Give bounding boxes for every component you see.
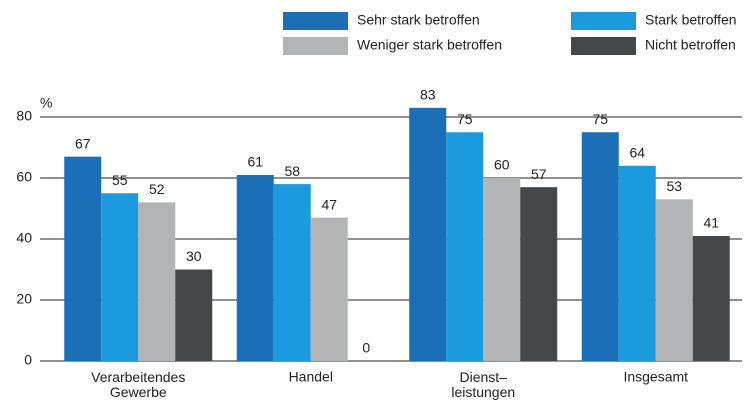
bar (483, 178, 521, 361)
x-tick-label: Verarbeitendes Gewerbe (91, 369, 185, 400)
y-axis-label: % (40, 95, 52, 111)
legend-label: Weniger stark betroffen (357, 37, 502, 53)
value-label: 57 (531, 166, 547, 182)
y-tick-label: 60 (16, 169, 32, 185)
bar (655, 199, 693, 361)
bar (138, 202, 176, 361)
legend-swatch (571, 37, 636, 55)
bar (581, 132, 619, 361)
bar (273, 184, 311, 361)
value-label: 67 (75, 135, 91, 151)
value-label: 58 (284, 163, 300, 179)
legend-label: Stark betroffen (645, 12, 737, 28)
value-label: 83 (420, 87, 436, 103)
bar (446, 132, 484, 361)
legend-swatch (283, 37, 348, 55)
y-tick-label: 40 (16, 230, 32, 246)
legend-label: Sehr stark betroffen (357, 12, 480, 28)
value-label: 61 (247, 154, 263, 170)
value-label: 52 (149, 181, 165, 197)
bar (236, 174, 274, 361)
y-tick-label: 20 (16, 291, 32, 307)
value-label: 64 (629, 145, 645, 161)
value-label: 75 (592, 111, 608, 127)
bar (64, 156, 102, 361)
value-label: 75 (457, 111, 473, 127)
value-label: 47 (321, 196, 337, 212)
bar (520, 187, 558, 361)
x-tick-label: Insgesamt (623, 369, 688, 385)
bar (175, 269, 213, 361)
legend-label: Nicht betroffen (645, 37, 736, 53)
legend-swatch (283, 12, 348, 30)
legend-swatch (571, 12, 636, 30)
y-tick-label: 0 (24, 352, 32, 368)
bar (310, 217, 348, 361)
value-label: 53 (666, 178, 682, 194)
value-label: 0 (362, 340, 370, 356)
bar (409, 107, 447, 361)
value-label: 41 (703, 215, 719, 231)
x-tick-label: Handel (289, 369, 333, 385)
y-tick-label: 80 (16, 108, 32, 124)
bar (618, 165, 656, 361)
value-label: 30 (186, 248, 202, 264)
bar (692, 235, 730, 361)
value-label: 55 (112, 172, 128, 188)
x-tick-label: Dienst– leistungen (451, 369, 515, 400)
bar (101, 193, 139, 361)
value-label: 60 (494, 157, 510, 173)
